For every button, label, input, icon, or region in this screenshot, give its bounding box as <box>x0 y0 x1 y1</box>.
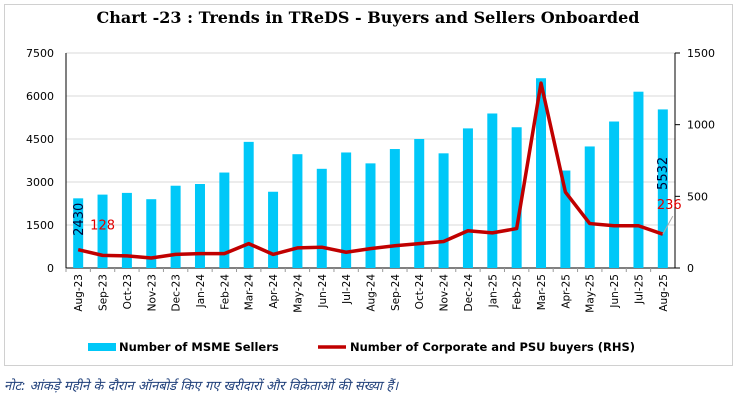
x-tick-label: Sep-24 <box>390 274 402 311</box>
bar-msme-sellers <box>219 172 230 268</box>
bar-msme-sellers <box>389 149 400 268</box>
y-left-tick-label: 1500 <box>26 219 54 232</box>
bar-msme-sellers <box>341 152 352 268</box>
x-tick-label: Jul-24 <box>341 274 353 305</box>
x-tick-label: Jul-25 <box>633 274 645 305</box>
bar-msme-sellers <box>511 127 522 268</box>
legend-label-sellers: Number of MSME Sellers <box>119 340 279 354</box>
y-left-tick-label: 6000 <box>26 90 54 103</box>
y-left-tick-label: 0 <box>47 262 54 275</box>
x-tick-label: Mar-25 <box>536 274 548 310</box>
chart-title: Chart -23 : Trends in TReDS - Buyers and… <box>96 8 640 27</box>
leader-line <box>662 215 674 235</box>
chart: 0 1500 3000 4500 6000 7500 0 500 1000 1500 Aug-23 S… <box>26 47 715 354</box>
x-tick-label: Mar-24 <box>244 274 256 311</box>
y-right-tick-label: 1500 <box>687 47 715 60</box>
bar-msme-sellers <box>194 184 205 268</box>
bar-msme-sellers <box>121 192 132 268</box>
x-tick-label: Feb-25 <box>512 274 524 310</box>
x-tick-label: Nov-23 <box>146 274 158 311</box>
x-tick-label: Apr-25 <box>560 274 572 309</box>
y-left-tick-label: 4500 <box>26 133 54 146</box>
bar-msme-sellers <box>73 198 84 268</box>
bar-msme-sellers <box>316 168 327 268</box>
x-tick-label: Jun-24 <box>317 274 329 309</box>
x-tick-label: Jan-24 <box>195 274 207 309</box>
bar-msme-sellers <box>633 91 644 268</box>
y-right-tick-label: 0 <box>687 262 694 275</box>
bar-msme-sellers <box>170 185 181 268</box>
x-tick-label: Oct-23 <box>122 274 134 309</box>
y-left-tick-label: 7500 <box>26 47 54 60</box>
bar-msme-sellers <box>268 191 279 268</box>
x-tick-label: Nov-24 <box>439 274 451 312</box>
x-tick-label: Aug-23 <box>73 274 85 312</box>
x-tick-label: Oct-24 <box>414 274 426 310</box>
x-tick-label: Sep-23 <box>98 274 110 311</box>
bar-msme-sellers <box>584 146 595 268</box>
data-label-first-bar: 2430 <box>72 203 87 236</box>
x-tick-label: Jan-25 <box>487 274 499 308</box>
data-label-first-line: 128 <box>90 219 115 234</box>
bar-msme-sellers <box>657 109 668 268</box>
bar-msme-sellers <box>487 113 498 268</box>
data-label-last-line: 236 <box>657 198 682 213</box>
x-tick-label: May-25 <box>585 274 597 313</box>
x-tick-label: Apr-24 <box>268 274 280 309</box>
chart-frame <box>4 4 733 366</box>
y-left-tick-label: 3000 <box>26 176 54 189</box>
bar-msme-sellers <box>414 139 425 268</box>
bar-msme-sellers <box>438 153 449 268</box>
legend-swatch-sellers <box>88 343 116 351</box>
x-tick-label: Feb-24 <box>219 274 231 310</box>
legend-label-buyers: Number of Corporate and PSU buyers (RHS) <box>350 340 635 354</box>
x-tick-label: May-24 <box>292 274 304 313</box>
y-right-tick-label: 500 <box>687 190 708 203</box>
footnote: नोट: आंकड़े महीने के दौरान ऑनबोर्ड किए ग… <box>4 379 399 394</box>
x-tick-label: Dec-24 <box>463 274 475 312</box>
bar-msme-sellers <box>462 128 473 268</box>
x-tick-label: Dec-23 <box>171 274 183 311</box>
bar-msme-sellers <box>365 163 376 268</box>
y-right-tick-label: 1000 <box>687 119 715 132</box>
bar-msme-sellers <box>146 199 157 268</box>
x-tick-label: Jun-25 <box>609 274 621 309</box>
x-tick-label: Aug-25 <box>658 274 670 312</box>
data-label-last-bar: 5532 <box>656 157 671 190</box>
bar-msme-sellers <box>609 121 620 268</box>
bar-msme-sellers <box>292 154 303 268</box>
x-tick-label: Aug-24 <box>366 274 378 312</box>
bar-msme-sellers <box>536 78 547 268</box>
bar-msme-sellers <box>243 141 254 268</box>
bar-msme-sellers <box>560 170 571 268</box>
bar-msme-sellers <box>97 194 108 268</box>
